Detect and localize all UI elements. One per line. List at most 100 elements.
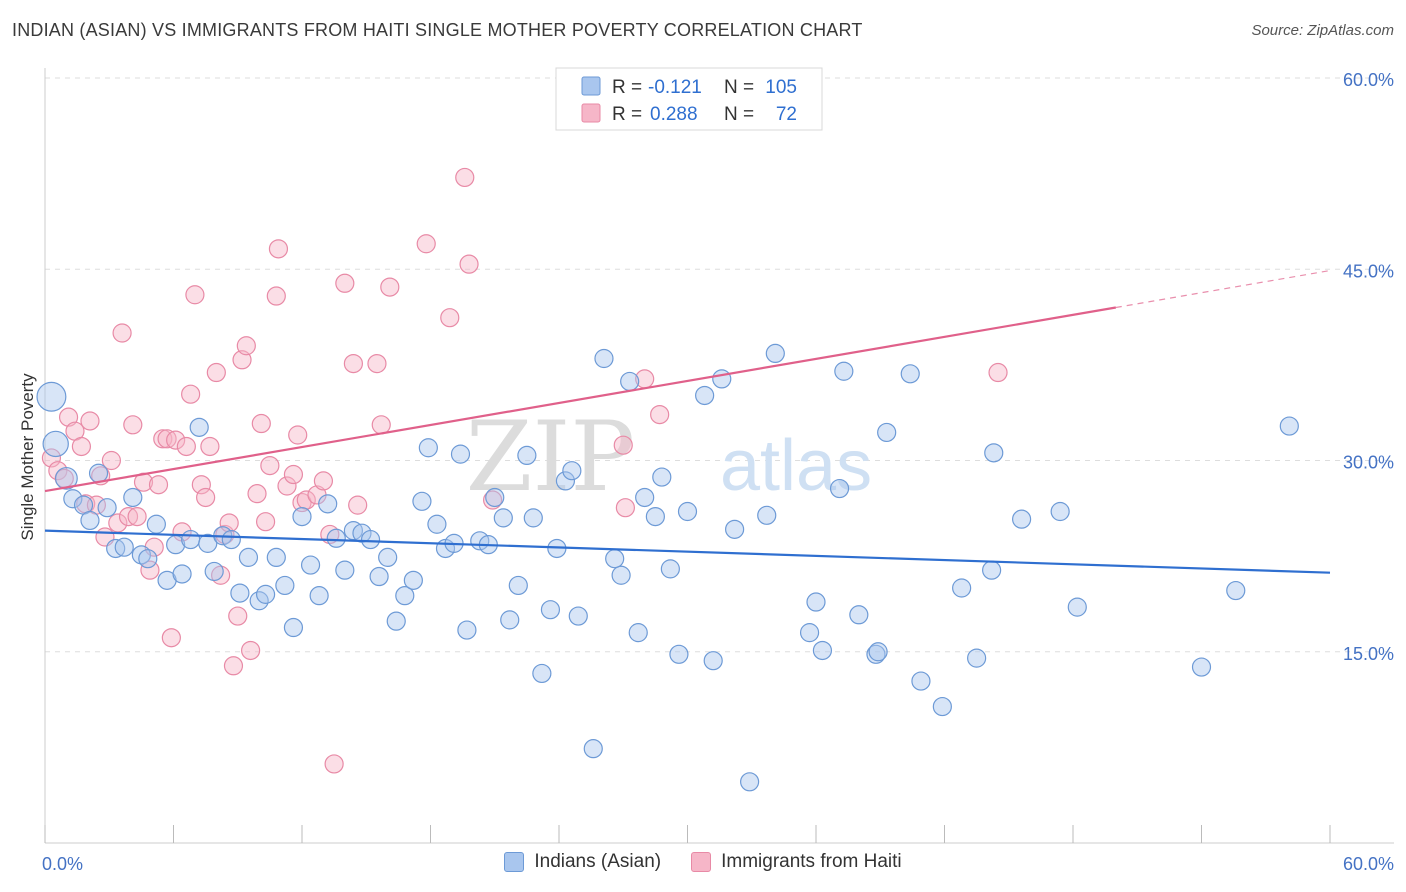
- legend-n-value-2: 72: [776, 104, 797, 125]
- haiti-point-46: [268, 239, 289, 259]
- indians-point-55: [500, 610, 520, 630]
- indians-point-53: [485, 487, 505, 508]
- indians-point-91: [868, 642, 888, 662]
- indians-point-3: [63, 489, 83, 509]
- indians-point-0: [36, 381, 67, 412]
- haiti-point-42: [251, 413, 271, 434]
- indians-point-65: [583, 739, 603, 759]
- x-tick-label-min: 0.0%: [42, 854, 83, 874]
- indians-point-68: [611, 565, 631, 585]
- indians-point-81: [740, 772, 760, 792]
- grid-lines: [45, 77, 1394, 653]
- haiti-point-56: [335, 273, 355, 293]
- indians-point-84: [799, 623, 820, 643]
- trend-lines: [44, 269, 1331, 574]
- series-indians-points: [36, 343, 1299, 792]
- indians-point-69: [620, 371, 640, 392]
- indians-point-7: [97, 498, 117, 518]
- indians-point-18: [189, 417, 209, 437]
- y-tick-label-60: 60.0%: [1343, 70, 1394, 90]
- legend-label-haiti: Immigrants from Haiti: [721, 851, 902, 872]
- indians-point-71: [635, 487, 655, 508]
- haiti-point-40: [241, 640, 261, 661]
- haiti-point-55: [324, 754, 344, 774]
- haiti-point-65: [459, 254, 479, 274]
- haiti-point-30: [196, 487, 216, 508]
- legend-n-value-1: 105: [765, 77, 797, 98]
- y-axis-label: Single Mother Poverty: [18, 373, 37, 541]
- trend-line-indians: [44, 529, 1331, 574]
- indians-point-95: [932, 696, 952, 717]
- indians-point-19: [198, 533, 218, 553]
- indians-point-82: [757, 505, 777, 525]
- indians-point-12: [138, 549, 158, 569]
- haiti-point-58: [348, 495, 368, 515]
- haiti-point-41: [247, 484, 267, 504]
- haiti-point-70: [650, 405, 670, 425]
- y-tick-label-45: 45.0%: [1343, 261, 1394, 281]
- indians-point-39: [369, 566, 389, 587]
- indians-point-22: [221, 529, 241, 550]
- indians-point-72: [645, 506, 665, 527]
- indians-point-90: [866, 644, 886, 664]
- haiti-point-53: [313, 471, 334, 491]
- indians-point-88: [834, 361, 854, 381]
- haiti-point-15: [123, 415, 143, 435]
- haiti-point-11: [101, 450, 121, 471]
- haiti-point-49: [288, 425, 308, 445]
- indians-point-63: [562, 461, 582, 481]
- legend-r-label-2: R =: [612, 104, 642, 125]
- haiti-point-47: [277, 476, 297, 496]
- indians-point-105: [1279, 416, 1299, 436]
- indians-point-78: [703, 651, 723, 671]
- indians-point-27: [266, 547, 286, 568]
- y-tick-label-15: 15.0%: [1343, 644, 1394, 664]
- haiti-point-48: [283, 464, 304, 485]
- haiti-point-44: [260, 456, 280, 476]
- indians-point-74: [660, 559, 680, 579]
- legend-item-haiti[interactable]: Immigrants from Haiti: [691, 851, 902, 873]
- haiti-point-13: [112, 323, 132, 343]
- haiti-point-31: [200, 436, 220, 457]
- haiti-point-16: [127, 506, 147, 527]
- indians-point-66: [594, 348, 614, 369]
- haiti-point-1: [48, 461, 68, 481]
- legend-item-indians[interactable]: Indians (Asian): [504, 851, 661, 873]
- indians-point-99: [984, 443, 1004, 463]
- indians-point-54: [493, 508, 513, 528]
- indians-point-38: [360, 529, 381, 550]
- haiti-point-62: [416, 234, 436, 254]
- haiti-point-32: [206, 362, 226, 383]
- haiti-point-57: [343, 354, 363, 374]
- haiti-point-63: [440, 308, 460, 328]
- series-haiti-points: [41, 167, 1008, 774]
- indians-point-23: [230, 583, 250, 603]
- haiti-point-3: [58, 407, 79, 427]
- indians-point-16: [172, 564, 192, 584]
- haiti-point-68: [615, 498, 635, 518]
- legend-n-label-2: N =: [724, 104, 754, 125]
- indians-point-31: [300, 555, 321, 575]
- indians-point-26: [255, 584, 276, 604]
- indians-point-30: [292, 506, 312, 527]
- indians-point-17: [181, 529, 201, 550]
- haiti-point-39: [236, 336, 256, 356]
- indians-point-97: [967, 648, 987, 668]
- series-legend: Indians (Asian) Immigrants from Haiti: [0, 851, 1406, 873]
- indians-point-87: [829, 478, 850, 499]
- indians-point-33: [318, 494, 338, 514]
- axes: [44, 68, 1394, 844]
- indians-point-20: [204, 561, 224, 582]
- watermark: ZIP atlas: [466, 401, 872, 513]
- indians-point-102: [1067, 597, 1087, 617]
- legend-r-label-1: R =: [612, 77, 642, 98]
- legend-swatch-haiti: [581, 103, 601, 123]
- y-tick-labels: 15.0% 30.0% 45.0% 60.0%: [1343, 70, 1394, 664]
- indians-point-2: [55, 466, 78, 490]
- legend-label-indians: Indians (Asian): [534, 851, 662, 872]
- indians-point-85: [806, 592, 826, 612]
- indians-point-73: [652, 467, 672, 487]
- legend-n-label-1: N =: [724, 77, 754, 98]
- watermark-zip: ZIP: [466, 401, 635, 513]
